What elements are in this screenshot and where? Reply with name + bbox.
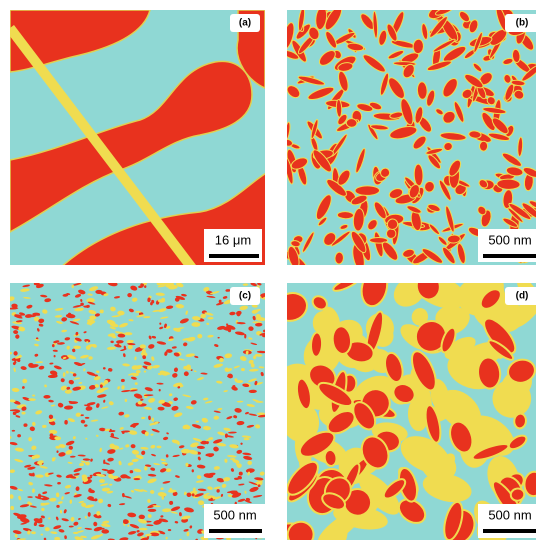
panel-d-image <box>269 267 536 542</box>
scale-bar <box>483 254 536 258</box>
domain <box>257 412 265 415</box>
domain <box>355 186 380 196</box>
domain <box>336 99 342 117</box>
domain <box>54 355 56 357</box>
scale-bar-label: 500 nm <box>213 507 256 522</box>
scale-bar-label: 500 nm <box>488 232 531 247</box>
domain <box>134 478 141 480</box>
background <box>10 283 265 540</box>
panel-label: (b) <box>516 18 529 29</box>
domain <box>447 235 461 244</box>
domain <box>70 499 72 503</box>
domain <box>122 431 125 434</box>
panel-c-image <box>6 281 269 542</box>
domain <box>13 412 17 415</box>
domain <box>514 413 527 429</box>
scale-bar-label: 500 nm <box>488 507 531 522</box>
domain <box>346 118 357 127</box>
domain <box>310 332 322 357</box>
scale-bar <box>209 529 262 533</box>
scale-bar <box>209 254 259 258</box>
domain <box>497 179 521 190</box>
domain <box>241 368 245 371</box>
domain <box>337 211 353 218</box>
domain <box>417 82 427 100</box>
domain <box>479 141 488 151</box>
domain <box>165 468 171 472</box>
page: {"panels": [ {"label": "(a)", "scale_bar… <box>0 0 536 542</box>
panel-label: (d) <box>516 291 529 302</box>
scale-bar-label: 16 μm <box>215 232 251 247</box>
panel-label: (a) <box>239 18 251 29</box>
domain <box>80 303 84 306</box>
domain <box>234 478 239 480</box>
domain <box>124 332 132 335</box>
panel-label: (c) <box>239 291 251 302</box>
scale-bar <box>483 529 536 533</box>
figure: (a) (b) (c) (d) 16 μm 500 nm 500 nm 500 … <box>0 0 536 542</box>
domain <box>144 371 147 373</box>
domain <box>414 164 424 186</box>
domain <box>148 509 157 512</box>
domain <box>335 252 344 264</box>
